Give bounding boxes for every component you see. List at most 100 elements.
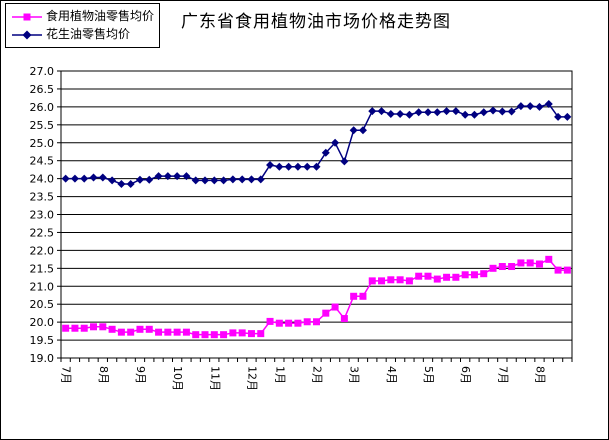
x-tick-label: 10月 bbox=[171, 366, 184, 391]
data-point-peanut-oil bbox=[507, 107, 516, 116]
data-point-peanut-oil bbox=[145, 175, 154, 184]
data-point-edible-oil bbox=[545, 255, 553, 263]
data-point-edible-oil bbox=[340, 315, 348, 323]
data-point-peanut-oil bbox=[89, 173, 98, 182]
data-point-peanut-oil bbox=[201, 176, 210, 185]
chart-title: 广东省食用植物油市场价格走势图 bbox=[181, 12, 451, 32]
data-point-peanut-oil bbox=[163, 172, 172, 181]
label-layer: 27.0 26.5 26.0 25.5 25.0 24.5 24.0 23.5 23.0 22.5… bbox=[30, 65, 547, 391]
y-tick-label: 26.5 bbox=[30, 83, 55, 96]
data-point-edible-oil bbox=[331, 303, 339, 311]
data-point-edible-oil bbox=[201, 331, 209, 339]
data-point-edible-oil bbox=[247, 330, 255, 338]
data-point-peanut-oil bbox=[489, 106, 498, 115]
data-point-peanut-oil bbox=[396, 110, 405, 119]
data-point-peanut-oil bbox=[535, 102, 544, 111]
data-point-edible-oil bbox=[164, 328, 172, 336]
data-point-peanut-oil bbox=[312, 162, 321, 171]
data-point-peanut-oil bbox=[275, 162, 284, 171]
data-point-edible-oil bbox=[405, 277, 413, 285]
data-point-peanut-oil bbox=[238, 175, 247, 184]
data-point-edible-oil bbox=[480, 270, 488, 278]
data-point-edible-oil bbox=[498, 263, 506, 271]
data-point-edible-oil bbox=[117, 328, 125, 336]
x-tick-label: 5月 bbox=[422, 366, 435, 384]
data-point-peanut-oil bbox=[321, 148, 330, 157]
data-point-peanut-oil bbox=[80, 174, 89, 183]
data-point-edible-oil bbox=[80, 324, 88, 332]
data-point-edible-oil bbox=[378, 277, 386, 285]
legend-item-peanut-oil: 花生油零售均价 bbox=[10, 27, 159, 42]
data-point-peanut-oil bbox=[303, 162, 312, 171]
data-point-peanut-oil bbox=[70, 174, 79, 183]
data-point-peanut-oil bbox=[423, 108, 432, 117]
data-point-edible-oil bbox=[257, 330, 265, 338]
x-tick-label: 12月 bbox=[245, 366, 258, 391]
data-point-edible-oil bbox=[90, 323, 98, 331]
data-point-peanut-oil bbox=[470, 110, 479, 119]
data-point-edible-oil bbox=[62, 324, 70, 332]
data-point-peanut-oil bbox=[544, 100, 553, 109]
data-point-peanut-oil bbox=[526, 102, 535, 111]
data-point-peanut-oil bbox=[266, 160, 275, 169]
data-point-peanut-oil bbox=[340, 157, 349, 166]
data-point-edible-oil bbox=[173, 328, 181, 336]
data-point-peanut-oil bbox=[433, 108, 442, 117]
data-point-peanut-oil bbox=[228, 175, 237, 184]
data-point-peanut-oil bbox=[358, 126, 367, 135]
data-point-edible-oil bbox=[433, 275, 441, 283]
x-tick-label: 3月 bbox=[348, 366, 361, 384]
data-point-peanut-oil bbox=[331, 138, 340, 147]
y-tick-label: 27.0 bbox=[30, 65, 55, 78]
x-tick-label: 2月 bbox=[311, 366, 324, 384]
data-point-edible-oil bbox=[220, 331, 228, 339]
data-point-peanut-oil bbox=[414, 108, 423, 117]
data-point-edible-oil bbox=[368, 277, 376, 285]
data-point-edible-oil bbox=[182, 328, 190, 336]
data-point-edible-oil bbox=[359, 292, 367, 300]
data-point-peanut-oil bbox=[461, 110, 470, 119]
data-point-edible-oil bbox=[508, 263, 516, 271]
data-point-peanut-oil bbox=[498, 107, 507, 116]
data-point-peanut-oil bbox=[554, 112, 563, 121]
data-point-edible-oil bbox=[238, 329, 246, 337]
y-tick-label: 25.5 bbox=[30, 119, 55, 132]
data-point-edible-oil bbox=[71, 324, 79, 332]
data-point-edible-oil bbox=[350, 292, 358, 300]
y-tick-label: 26.0 bbox=[30, 101, 55, 114]
y-tick-label: 20.0 bbox=[30, 316, 55, 329]
legend-label-peanut-oil: 花生油零售均价 bbox=[46, 27, 131, 41]
data-point-peanut-oil bbox=[191, 176, 200, 185]
y-tick-label: 21.5 bbox=[30, 262, 55, 275]
data-point-edible-oil bbox=[155, 328, 163, 336]
y-tick-label: 23.5 bbox=[30, 191, 55, 204]
data-point-peanut-oil bbox=[61, 174, 70, 183]
x-tick-label: 4月 bbox=[385, 366, 398, 384]
data-point-edible-oil bbox=[554, 266, 562, 274]
data-point-peanut-oil bbox=[173, 172, 182, 181]
x-tick-label: 6月 bbox=[459, 366, 472, 384]
data-point-peanut-oil bbox=[349, 126, 358, 135]
data-point-peanut-oil bbox=[293, 162, 302, 171]
data-point-edible-oil bbox=[285, 319, 293, 327]
data-point-edible-oil bbox=[294, 319, 302, 327]
y-tick-label: 23.0 bbox=[30, 209, 55, 222]
data-point-peanut-oil bbox=[368, 107, 377, 116]
plot-area-border bbox=[60, 70, 573, 359]
y-tick-label: 21.0 bbox=[30, 280, 55, 293]
data-point-edible-oil bbox=[127, 328, 135, 336]
x-tick-label: 7月 bbox=[60, 366, 73, 384]
data-point-peanut-oil bbox=[98, 173, 107, 182]
data-point-edible-oil bbox=[526, 259, 534, 267]
x-tick-label: 1月 bbox=[273, 366, 286, 384]
data-point-edible-oil bbox=[322, 309, 330, 317]
data-point-edible-oil bbox=[535, 260, 543, 268]
data-point-edible-oil bbox=[461, 271, 469, 279]
data-point-edible-oil bbox=[517, 259, 525, 267]
x-tick-label: 9月 bbox=[134, 366, 147, 384]
series-layer bbox=[61, 100, 572, 339]
data-point-peanut-oil bbox=[405, 110, 414, 119]
data-point-edible-oil bbox=[563, 266, 571, 274]
data-point-edible-oil bbox=[303, 318, 311, 326]
